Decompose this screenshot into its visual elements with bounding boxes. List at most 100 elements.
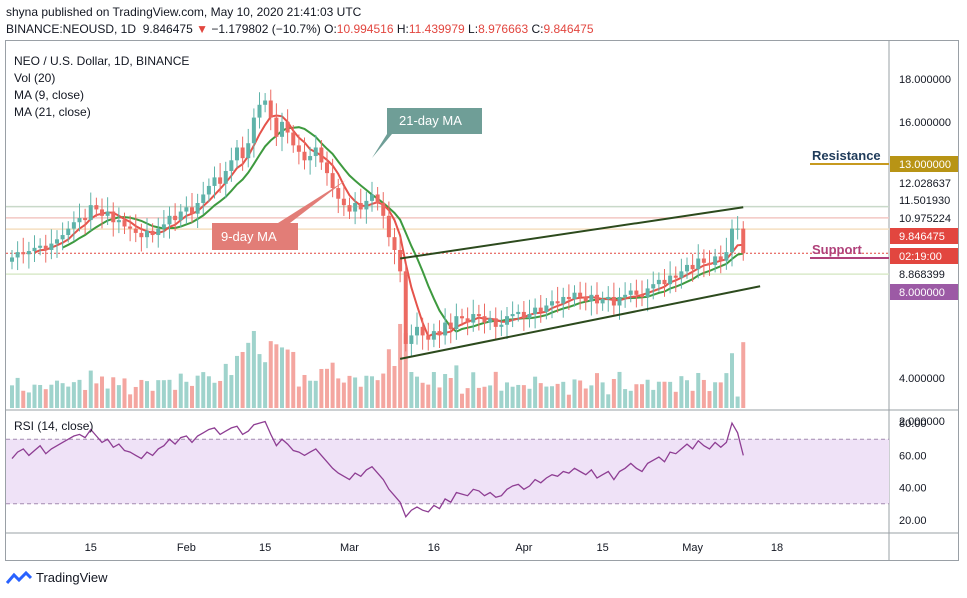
volume-bar — [370, 376, 374, 408]
candle-body — [26, 251, 31, 255]
candle-body — [257, 104, 262, 118]
volume-bar — [488, 385, 493, 408]
volume-bar — [246, 342, 251, 408]
ma9-callout-label: 9-day MA — [221, 229, 277, 244]
candle-body — [319, 147, 324, 163]
candle-body — [448, 322, 453, 329]
symbol-text: BINANCE:NEOUSD, 1D — [6, 22, 137, 36]
volume-bar — [257, 354, 262, 408]
time-tick-label: Feb — [177, 542, 196, 554]
down-arrow-icon: ▼ — [196, 22, 208, 36]
candle-body — [555, 301, 560, 304]
ma21-callout-box — [372, 108, 482, 158]
chart-title: NEO / U.S. Dollar, 1D, BINANCE — [14, 54, 190, 68]
candle-body — [263, 100, 268, 105]
candle-body — [285, 121, 290, 133]
volume-bar — [730, 353, 734, 408]
candle-body — [578, 292, 583, 297]
candle-body — [291, 132, 296, 146]
volume-bar — [77, 379, 82, 408]
high-value: 11.439979 — [408, 22, 465, 36]
volume-bar — [550, 386, 554, 408]
volume-bar — [280, 347, 284, 408]
volume-bar — [229, 375, 234, 408]
candle-body — [325, 162, 329, 174]
volume-bar — [611, 378, 616, 408]
candle-body — [651, 284, 656, 289]
candle-body — [617, 296, 622, 306]
publisher-text: shyna published on TradingView.com, May … — [6, 5, 362, 19]
candle-body — [420, 326, 425, 336]
volume-bar — [701, 379, 706, 408]
candle-body — [600, 299, 605, 304]
volume-bar — [555, 383, 560, 408]
candle-body — [398, 249, 403, 272]
candle-body — [640, 294, 644, 297]
candle-body — [302, 151, 307, 161]
candle-body — [718, 256, 723, 261]
candle-body — [499, 324, 504, 327]
candle-body — [668, 275, 673, 285]
price-axis-badge-label: 12.028637 — [899, 178, 951, 190]
volume-bar — [656, 381, 661, 408]
volume-bar — [325, 368, 329, 408]
candle-body — [71, 222, 76, 229]
candle-body — [49, 243, 54, 250]
candle-body — [246, 143, 251, 159]
volume-bar — [341, 382, 346, 408]
candle-body — [645, 288, 650, 297]
candle-body — [521, 311, 526, 319]
volume-bar — [235, 355, 239, 408]
lower-trendline — [399, 285, 761, 360]
footer-brand[interactable]: TradingView — [6, 570, 108, 585]
brand-text: TradingView — [36, 570, 108, 585]
volume-bar — [516, 384, 521, 408]
candle-body — [122, 220, 127, 227]
candle-body — [437, 331, 442, 336]
candle-body — [66, 228, 71, 236]
candle-body — [212, 177, 217, 186]
candle-body — [476, 314, 481, 317]
price-axis-badge — [890, 210, 958, 226]
candle-body — [493, 318, 498, 327]
candle-body — [139, 232, 144, 238]
candle-body — [308, 156, 313, 161]
upper-trendline — [399, 206, 744, 260]
volume-bar — [88, 370, 93, 408]
volume-bar — [448, 377, 453, 408]
volume-bar — [431, 372, 436, 408]
candle-body — [589, 294, 594, 302]
price-axis-badge — [890, 156, 958, 172]
volume-bar — [583, 388, 588, 408]
candle-body — [443, 322, 448, 336]
volume-bar — [595, 373, 599, 408]
volume-bar — [26, 392, 31, 408]
volume-bar — [43, 389, 48, 408]
volume-bar — [150, 390, 155, 408]
candle-body — [150, 230, 155, 236]
volume-bar — [566, 394, 571, 408]
chart-frame[interactable] — [5, 40, 959, 561]
volume-bar — [713, 382, 718, 408]
volume-bar — [690, 390, 695, 408]
volume-bar — [409, 371, 414, 408]
price-axis-badge — [890, 284, 958, 300]
candle-body — [330, 173, 335, 189]
volume-bar — [679, 376, 684, 408]
volume-bar — [673, 391, 678, 408]
candle-body — [386, 215, 391, 238]
volume-bar — [628, 390, 633, 408]
candle-body — [696, 258, 701, 270]
volume-bar — [83, 389, 88, 408]
volume-bar — [662, 381, 667, 408]
ma21-legend: MA (21, close) — [14, 105, 91, 119]
volume-bar — [685, 380, 689, 408]
volume-bar — [336, 378, 341, 408]
volume-bar — [640, 384, 644, 408]
candle-body — [94, 205, 99, 210]
price-tick-label: 16.000000 — [899, 117, 951, 129]
candle-body — [701, 258, 706, 263]
volume-bar — [49, 384, 54, 408]
candle-body — [133, 228, 138, 233]
